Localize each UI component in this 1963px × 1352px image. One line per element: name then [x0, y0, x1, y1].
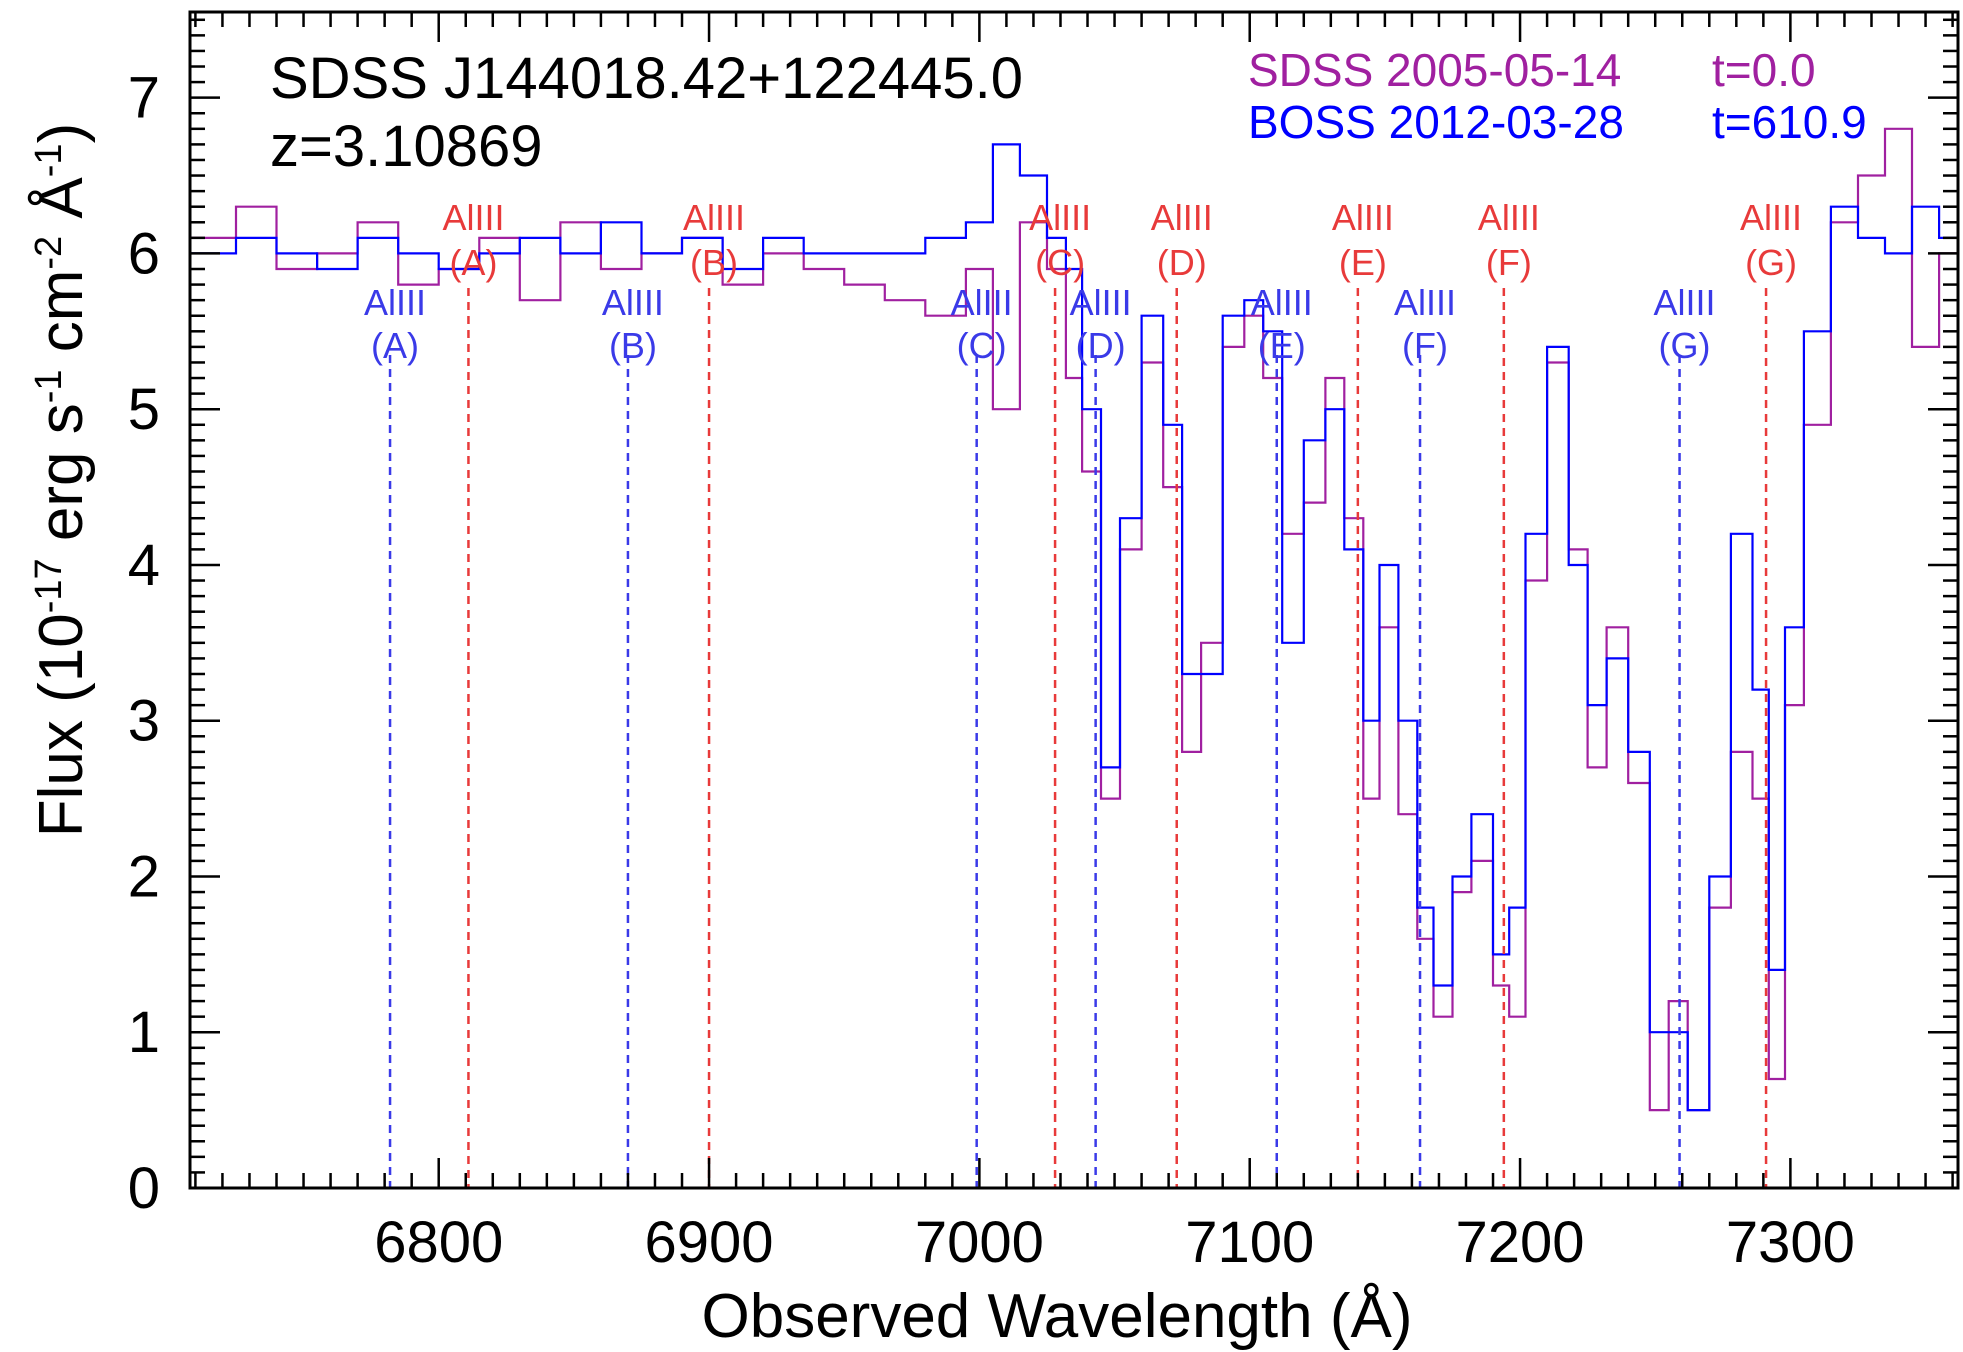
absorption-sublabel-sdss-e: (E): [1339, 242, 1387, 283]
y-title-exp2: -1: [28, 369, 70, 403]
absorption-sublabel-sdss-c: (C): [1035, 242, 1085, 283]
series-group: [190, 127, 1960, 1112]
absorption-sublabel-boss-c: (C): [957, 325, 1007, 366]
x-tick-label: 7200: [1456, 1210, 1585, 1275]
y-title-mid3: Å: [27, 177, 96, 236]
absorption-label-sdss-a: AlIII: [442, 197, 504, 238]
y-tick-label: 5: [128, 377, 160, 442]
x-tick-label: 6900: [645, 1210, 774, 1275]
y-tick-label: 6: [128, 221, 160, 286]
absorption-sublabel-sdss-b: (B): [690, 242, 738, 283]
absorption-label-sdss-f: AlIII: [1478, 197, 1540, 238]
y-title-suffix: ): [27, 123, 96, 144]
y-tick-label: 3: [128, 689, 160, 754]
y-title-exp4: -1: [28, 143, 70, 177]
y-tick-label: 0: [128, 1156, 160, 1221]
y-title-exp1: -17: [28, 558, 70, 613]
absorption-label-boss-f: AlIII: [1394, 282, 1456, 323]
y-axis-title: Flux (10-17 erg s-1 cm-2 Å-1): [27, 123, 96, 837]
legend-sdss-name: SDSS 2005-05-14: [1248, 44, 1621, 96]
y-title-prefix: Flux (10: [27, 613, 96, 837]
absorption-sublabel-boss-e: (E): [1258, 325, 1306, 366]
absorption-label-sdss-b: AlIII: [683, 197, 745, 238]
legend: SDSS 2005-05-14 t=0.0 BOSS 2012-03-28 t=…: [1248, 44, 1867, 148]
y-tick-label: 4: [128, 533, 160, 598]
y-tick-label: 1: [128, 1000, 160, 1065]
absorption-label-boss-b: AlIII: [602, 282, 664, 323]
y-title-mid2: cm: [27, 270, 96, 370]
x-axis-title: Observed Wavelength (Å): [701, 1282, 1412, 1351]
absorption-sublabel-sdss-a: (A): [449, 242, 497, 283]
y-title-mid1: erg s: [27, 403, 96, 558]
absorption-sublabel-sdss-g: (G): [1745, 242, 1797, 283]
absorption-label-sdss-g: AlIII: [1740, 197, 1802, 238]
absorption-lines-group: AlIII(A)AlIII(B)AlIII(C)AlIII(D)AlIII(E)…: [364, 197, 1802, 1188]
y-tick-label: 2: [128, 844, 160, 909]
absorption-label-boss-d: AlIII: [1070, 282, 1132, 323]
y-title-exp3: -2: [28, 236, 70, 270]
absorption-label-boss-c: AlIII: [951, 282, 1013, 323]
absorption-sublabel-boss-d: (D): [1076, 325, 1126, 366]
absorption-label-boss-a: AlIII: [364, 282, 426, 323]
y-tick-label: 7: [128, 66, 160, 131]
legend-boss-name: BOSS 2012-03-28: [1248, 96, 1624, 148]
absorption-label-sdss-c: AlIII: [1029, 197, 1091, 238]
absorption-label-sdss-e: AlIII: [1332, 197, 1394, 238]
absorption-sublabel-boss-g: (G): [1659, 325, 1711, 366]
absorption-label-boss-e: AlIII: [1251, 282, 1313, 323]
absorption-label-boss-g: AlIII: [1654, 282, 1716, 323]
x-tick-label: 7000: [915, 1210, 1044, 1275]
x-tick-label: 7300: [1726, 1210, 1855, 1275]
absorption-sublabel-sdss-d: (D): [1157, 242, 1207, 283]
legend-sdss-time: t=0.0: [1712, 44, 1816, 96]
redshift-label: z=3.10869: [270, 114, 543, 179]
legend-boss-time: t=610.9: [1712, 96, 1867, 148]
axes-group: 6800 6900 7000 7100 7200 7300 0 1 2 3 4 5 6 7: [128, 10, 1960, 1275]
x-tick-label: 6800: [374, 1210, 503, 1275]
absorption-sublabel-boss-a: (A): [371, 325, 419, 366]
absorption-sublabel-boss-f: (F): [1402, 325, 1448, 366]
object-name-label: SDSS J144018.42+122445.0: [270, 46, 1023, 111]
absorption-sublabel-sdss-f: (F): [1486, 242, 1532, 283]
absorption-label-sdss-d: AlIII: [1151, 197, 1213, 238]
x-tick-label: 7100: [1185, 1210, 1314, 1275]
absorption-sublabel-boss-b: (B): [609, 325, 657, 366]
plot-frame: [188, 10, 1960, 1190]
series-line-boss: [190, 143, 1960, 1112]
